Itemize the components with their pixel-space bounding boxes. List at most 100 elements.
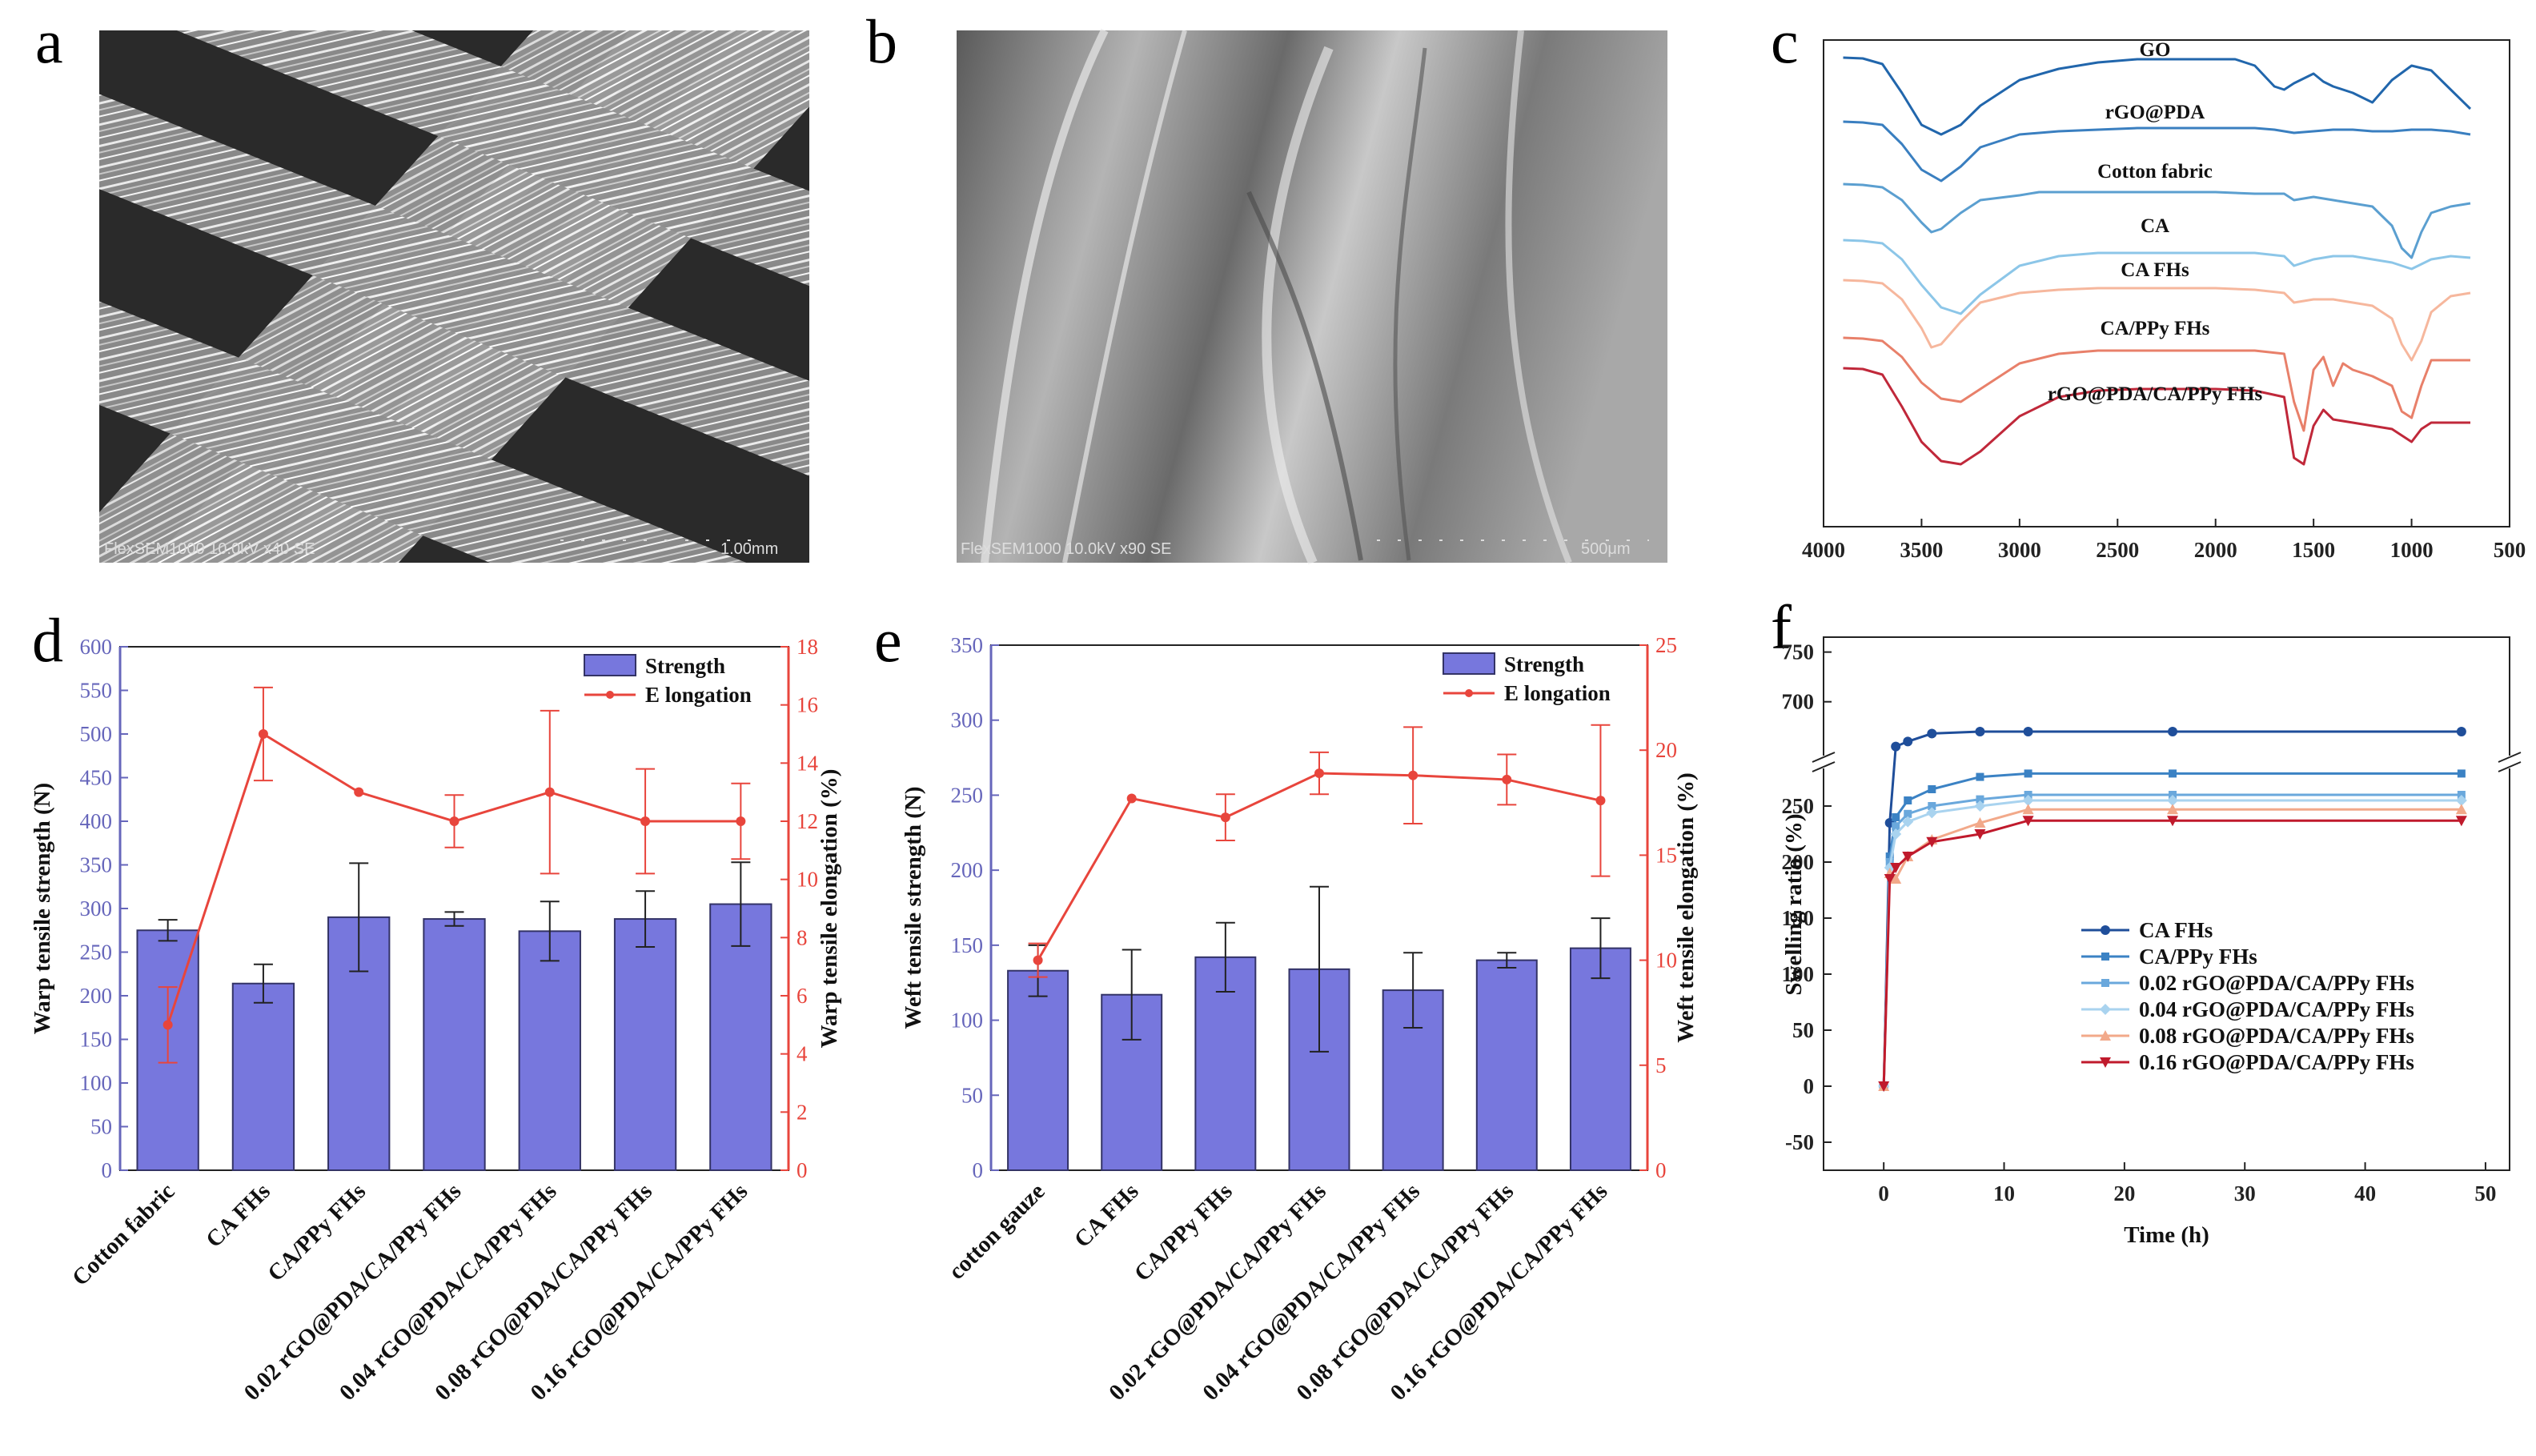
x-tick-label: 30 xyxy=(2234,1181,2256,1205)
x-tick-label: 1500 xyxy=(2292,538,2335,562)
y-tick-label: 50 xyxy=(1792,1018,1814,1042)
y-axis-label: Swelling ratio (%) xyxy=(1781,813,1807,995)
series-marker xyxy=(2168,726,2178,736)
y-tick-label: 50 xyxy=(961,1083,983,1107)
series-marker xyxy=(2024,769,2032,778)
elongation-point xyxy=(1220,812,1230,823)
axis-break-mark xyxy=(2498,752,2522,763)
elongation-point xyxy=(736,816,746,826)
series-marker xyxy=(1890,828,1902,840)
y-tick-label: 200 xyxy=(951,858,984,882)
y2-tick-label: 2 xyxy=(797,1100,808,1124)
legend-strength-label: Strength xyxy=(1504,652,1584,676)
elongation-point xyxy=(1314,768,1324,779)
y-tick-label: 350 xyxy=(80,853,113,877)
y2-tick-label: 4 xyxy=(797,1042,808,1066)
y2-tick-label: 5 xyxy=(1655,1053,1667,1077)
y2-tick-label: 18 xyxy=(797,635,818,659)
strength-bar xyxy=(231,982,295,1171)
x-tick-label: 3500 xyxy=(1900,538,1943,562)
y-tick-label: 400 xyxy=(80,809,113,833)
y-tick-label: 250 xyxy=(1782,794,1815,818)
strength-bar xyxy=(709,903,772,1172)
x-tick-label: 3000 xyxy=(1998,538,2041,562)
x-tick-label: 2000 xyxy=(2194,538,2237,562)
y2-tick-label: 6 xyxy=(797,984,808,1008)
y2-tick-label: 14 xyxy=(797,751,819,775)
series-marker xyxy=(1926,807,1938,819)
series-marker xyxy=(2022,816,2034,827)
legend-elongation-label: E longation xyxy=(645,683,752,707)
series-marker xyxy=(2457,769,2466,778)
ftir-spectrum xyxy=(1843,239,2471,315)
y-tick-label: 150 xyxy=(80,1028,113,1052)
y2-axis-label: Warp tensile elongation (%) xyxy=(817,769,842,1049)
x-tick-label: 4000 xyxy=(1802,538,1845,562)
panel-label-a: a xyxy=(35,6,63,76)
ftir-spectrum xyxy=(1843,367,2470,466)
spectrum-label: CA FHs xyxy=(2121,259,2189,281)
legend-label: 0.08 rGO@PDA/CA/PPy FHs xyxy=(2139,1024,2414,1048)
series-marker xyxy=(1974,829,1986,840)
legend-label: CA/PPy FHs xyxy=(2139,945,2257,969)
legend-strength-swatch xyxy=(1443,652,1495,675)
y2-tick-label: 8 xyxy=(797,925,808,949)
series-marker xyxy=(1902,852,1914,862)
y-tick-label: 250 xyxy=(80,941,113,965)
y-tick-label: 500 xyxy=(80,722,113,746)
ftir-spectrum xyxy=(1843,279,2471,362)
category-label: Cotton fabric xyxy=(67,1178,180,1291)
y-tick-label: 350 xyxy=(951,633,984,657)
x-tick-label: 500 xyxy=(2494,538,2526,562)
spectrum-label: GO xyxy=(2140,39,2171,61)
x-tick-label: 2500 xyxy=(2096,538,2139,562)
series-marker xyxy=(2167,804,2179,815)
y-tick-label: 150 xyxy=(951,933,984,957)
series-marker xyxy=(1976,772,1984,781)
elongation-point xyxy=(354,787,364,797)
y-axis-label: Weft tensile strength (N) xyxy=(901,786,926,1029)
series-marker xyxy=(1904,809,1912,818)
spectrum-label: rGO@PDA/CA/PPy FHs xyxy=(2048,383,2263,405)
series-marker xyxy=(1891,741,1901,752)
elongation-point xyxy=(1595,796,1606,806)
legend-strength-label: Strength xyxy=(645,654,725,678)
y2-tick-label: 25 xyxy=(1655,633,1677,657)
spectrum-label: Cotton fabric xyxy=(2097,161,2213,183)
x-tick-label: 10 xyxy=(1993,1181,2015,1205)
scale-label-a: 1.00mm xyxy=(720,540,778,558)
y2-tick-label: 10 xyxy=(797,868,818,892)
sem-image-a: FlexSEM1000 10.0kV x40 SE 1.00mm xyxy=(99,30,809,563)
plot-frame xyxy=(1823,636,2510,1171)
series-marker xyxy=(2456,726,2466,736)
series-marker xyxy=(1903,736,1913,747)
elongation-point xyxy=(258,729,268,739)
category-label: CA FHs xyxy=(201,1178,275,1253)
series-marker xyxy=(2455,795,2467,806)
series-marker xyxy=(2169,769,2177,778)
y-tick-label: 250 xyxy=(951,783,984,807)
legend-elongation-marker xyxy=(1465,689,1473,697)
ftir-spectrum xyxy=(1843,183,2471,259)
y-tick-label: 100 xyxy=(80,1071,113,1095)
strength-bar xyxy=(518,930,581,1171)
series-marker xyxy=(1892,822,1900,831)
strength-bar xyxy=(613,918,677,1171)
series-marker xyxy=(1902,816,1914,828)
y-tick-label: 100 xyxy=(1782,962,1815,986)
series-marker xyxy=(1878,1081,1890,1092)
y-tick-label: 700 xyxy=(1782,690,1815,714)
series-marker xyxy=(1975,726,1985,736)
ftir-spectrum xyxy=(1843,336,2470,432)
series-marker xyxy=(1892,813,1900,821)
y2-tick-label: 10 xyxy=(1655,949,1677,973)
y-tick-label: 200 xyxy=(1782,850,1815,874)
spectrum-label: rGO@PDA xyxy=(2105,102,2205,123)
elongation-point xyxy=(1033,955,1043,965)
elongation-point xyxy=(1126,793,1137,804)
ftir-spectrum xyxy=(1843,56,2472,136)
spectrum-label: CA xyxy=(2141,215,2169,237)
axis-break-mark xyxy=(1812,752,1836,763)
y2-tick-label: 15 xyxy=(1655,843,1677,867)
panel-label-f: f xyxy=(1771,592,1792,662)
